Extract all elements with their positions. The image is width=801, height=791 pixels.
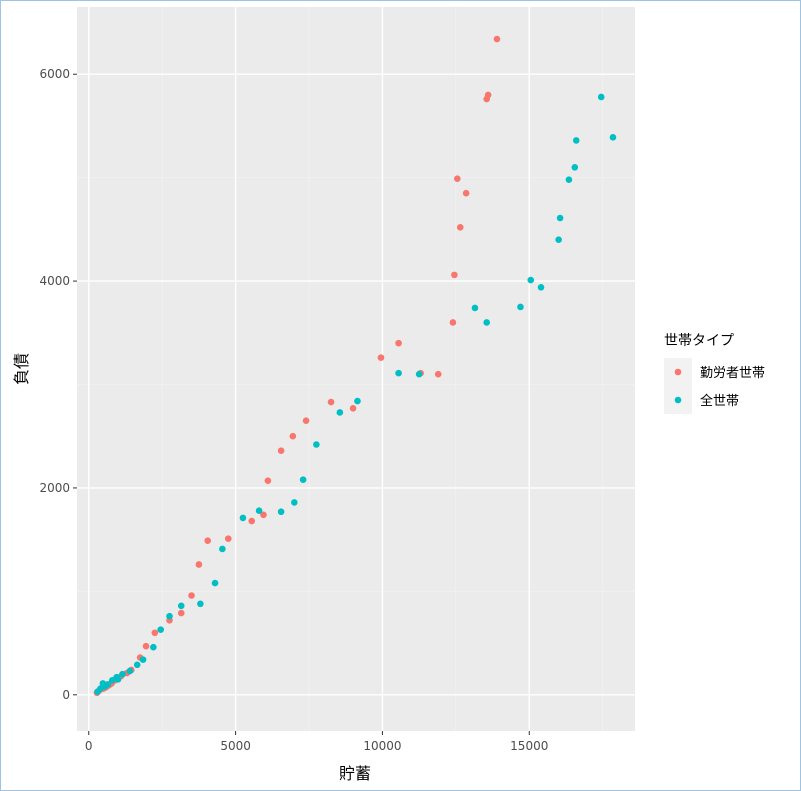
legend-label: 勤労者世帯 [700,366,765,381]
data-point-series-1 [462,189,470,197]
legend-title: 世帯タイプ [664,333,734,349]
y-tick-label: 0 [62,688,70,702]
data-point-series-1 [248,517,256,525]
data-point-series-2 [114,675,122,683]
x-tick-label: 15000 [510,739,548,753]
data-point-series-1 [456,224,464,231]
data-point-series-2 [219,545,226,553]
data-point-series-2 [197,600,204,608]
data-point-series-2 [104,681,112,688]
legend-key-point [674,368,682,376]
x-tick-label: 0 [85,739,93,753]
data-point-series-2 [291,499,298,506]
y-axis-title: 負債 [12,353,31,385]
data-point-series-2 [556,214,564,222]
data-point-series-1 [195,561,203,568]
data-point-series-2 [211,579,219,587]
y-tick-label: 2000 [39,481,70,495]
data-point-series-1 [264,477,272,485]
legend-key-point [674,396,682,404]
legend-label: 全世帯 [700,393,739,409]
data-point-series-2 [354,397,361,405]
data-point-series-2 [537,283,545,291]
data-point-series-2 [555,236,562,244]
x-tick-label: 10000 [363,739,401,753]
y-tick-label: 6000 [39,67,70,81]
x-axis: 0 5000 10000 15000 [85,731,548,753]
data-point-series-1 [327,398,335,406]
data-point-series-2 [150,643,157,651]
data-point-series-2 [126,667,134,675]
x-tick-label: 5000 [220,739,251,753]
data-point-series-1 [484,91,492,99]
data-point-series-1 [188,592,195,599]
data-point-series-1 [177,609,185,617]
data-point-series-2 [415,370,423,378]
data-point-series-1 [142,642,150,650]
data-point-series-2 [119,670,126,678]
plot-panel [77,7,635,731]
data-point-series-2 [571,164,579,171]
data-point-series-2 [133,661,141,669]
data-point-series-1 [454,175,461,182]
data-point-series-1 [277,447,285,455]
data-point-series-1 [289,432,297,440]
data-point-series-2 [483,319,490,326]
data-point-series-2 [597,93,605,101]
data-point-series-2 [177,602,185,610]
data-point-series-2 [299,476,307,483]
data-point-series-2 [313,441,320,448]
data-point-series-2 [157,626,164,633]
data-point-series-2 [277,508,285,516]
y-tick-label: 4000 [39,274,70,288]
data-point-series-1 [224,535,232,542]
data-point-series-1 [449,319,457,326]
data-point-series-2 [239,514,247,522]
data-point-series-1 [349,405,357,412]
data-point-series-1 [302,417,310,425]
data-point-series-2 [255,507,263,514]
data-points [93,35,617,697]
data-point-series-2 [517,303,524,311]
data-point-series-2 [572,137,580,144]
data-point-series-2 [395,369,402,377]
data-point-series-1 [260,511,267,519]
data-point-series-2 [565,176,573,184]
minor-gridlines [77,7,635,731]
data-point-series-2 [609,134,617,141]
data-point-series-1 [434,370,442,378]
data-point-series-2 [139,656,147,663]
major-gridlines [77,7,635,731]
data-point-series-2 [166,612,173,620]
data-point-series-2 [336,409,344,416]
data-point-series-1 [493,35,501,43]
y-axis: 0 2000 4000 6000 [39,67,77,702]
data-point-series-1 [151,629,159,637]
data-point-series-1 [204,537,211,544]
data-point-series-1 [395,339,402,347]
data-point-series-2 [527,276,535,284]
data-point-series-2 [471,304,479,312]
x-axis-title: 貯蓄 [339,764,371,783]
data-point-series-1 [451,271,458,279]
data-point-series-1 [377,354,385,361]
